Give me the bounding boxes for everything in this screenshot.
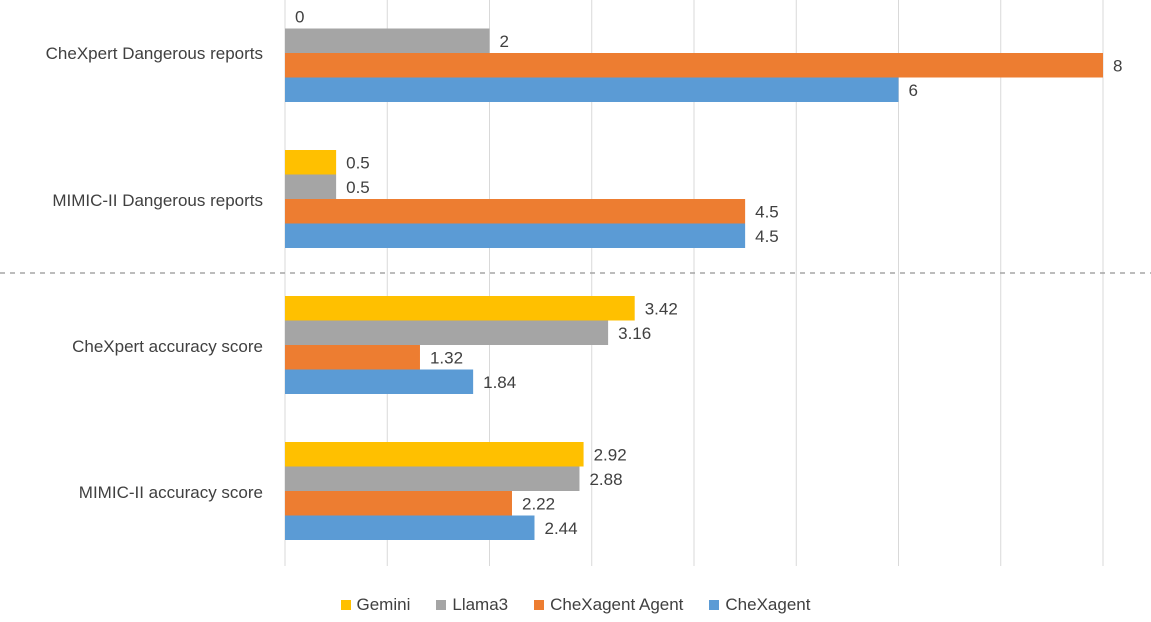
bar-chexagent-agent xyxy=(285,345,420,370)
labels: CheXpert Dangerous reports 0 2 8 6 MIMIC-II D… xyxy=(46,7,1123,538)
bar-chexagent xyxy=(285,515,535,540)
category-label: CheXpert Dangerous reports xyxy=(46,44,263,63)
bar-llama3 xyxy=(285,28,490,53)
data-label: 2.88 xyxy=(589,470,622,489)
bar-chexagent xyxy=(285,369,474,394)
legend-label: CheXagent Agent xyxy=(550,595,684,614)
legend-item: CheXagent Agent xyxy=(534,595,683,615)
data-label: 3.42 xyxy=(645,299,678,318)
bars xyxy=(285,28,1103,540)
data-label: 0.5 xyxy=(346,178,370,197)
bar-llama3 xyxy=(285,466,580,491)
legend-item: CheXagent xyxy=(709,595,810,615)
legend: Gemini Llama3 CheXagent Agent CheXagent xyxy=(0,590,1151,620)
legend-swatch xyxy=(340,600,351,610)
data-label: 2.92 xyxy=(594,445,627,464)
data-label: 0.5 xyxy=(346,153,370,172)
bar-llama3 xyxy=(285,174,337,199)
data-label: 4.5 xyxy=(755,227,779,246)
category-label: CheXpert accuracy score xyxy=(72,337,263,356)
data-label: 8 xyxy=(1113,56,1122,75)
data-label: 2 xyxy=(500,32,509,51)
legend-swatch xyxy=(709,600,720,610)
bar-llama3 xyxy=(285,320,609,345)
bar-chexagent xyxy=(285,223,746,248)
legend-label: Llama3 xyxy=(452,595,509,614)
legend-item: Gemini xyxy=(340,595,411,615)
bar-chexagent-agent xyxy=(285,491,512,516)
data-label: 2.22 xyxy=(522,494,555,513)
legend-label: Gemini xyxy=(356,595,411,614)
data-label: 6 xyxy=(909,81,918,100)
data-label: 4.5 xyxy=(755,202,779,221)
legend-label: CheXagent xyxy=(725,595,811,614)
data-label: 1.84 xyxy=(483,373,516,392)
bar-chexagent-agent xyxy=(285,53,1103,78)
data-label: 2.44 xyxy=(544,519,577,538)
bar-gemini xyxy=(285,442,584,467)
legend-swatch xyxy=(436,600,447,610)
bar-chexagent-agent xyxy=(285,199,746,224)
category-label: MIMIC-II accuracy score xyxy=(79,483,263,502)
data-label: 0 xyxy=(295,7,304,26)
bar-gemini xyxy=(285,296,635,321)
data-label: 3.16 xyxy=(618,324,651,343)
bar-chart: CheXpert Dangerous reports 0 2 8 6 MIMIC-II D… xyxy=(0,0,1151,566)
legend-swatch xyxy=(534,600,545,610)
legend-item: Llama3 xyxy=(436,595,508,615)
data-label: 1.32 xyxy=(430,348,463,367)
bar-gemini xyxy=(285,150,337,175)
category-label: MIMIC-II Dangerous reports xyxy=(52,191,263,210)
bar-chexagent xyxy=(285,77,899,102)
